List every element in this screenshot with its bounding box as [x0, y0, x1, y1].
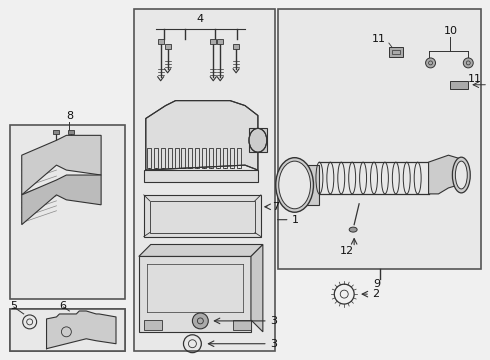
Circle shape	[193, 313, 208, 329]
Polygon shape	[251, 244, 263, 332]
Bar	[278, 9, 481, 269]
Bar	[450, 81, 468, 89]
Bar	[233, 320, 251, 330]
Bar	[217, 39, 223, 44]
Bar	[10, 125, 125, 299]
Polygon shape	[22, 175, 101, 225]
Ellipse shape	[452, 157, 470, 193]
Bar	[210, 39, 216, 44]
Bar	[134, 9, 275, 351]
Text: 3: 3	[270, 339, 277, 349]
Text: 2: 2	[372, 289, 379, 299]
Text: 4: 4	[197, 14, 204, 24]
Polygon shape	[429, 155, 464, 194]
Circle shape	[426, 58, 436, 68]
Ellipse shape	[279, 161, 311, 209]
Polygon shape	[139, 244, 263, 256]
Bar	[158, 39, 164, 44]
Text: 11: 11	[372, 34, 386, 44]
Circle shape	[464, 58, 473, 68]
Bar	[165, 44, 171, 49]
Bar	[144, 195, 261, 237]
Polygon shape	[146, 100, 258, 170]
Text: 5: 5	[10, 301, 17, 311]
Bar	[294, 165, 319, 205]
Text: 10: 10	[443, 26, 457, 36]
Bar	[249, 129, 267, 152]
Text: 1: 1	[292, 215, 298, 225]
Bar	[69, 130, 74, 134]
Bar	[10, 309, 125, 351]
Ellipse shape	[349, 227, 357, 232]
Text: 3: 3	[270, 316, 277, 326]
Text: 11: 11	[468, 74, 482, 84]
Bar	[150, 201, 255, 233]
Polygon shape	[22, 135, 101, 195]
Ellipse shape	[455, 161, 467, 189]
Bar	[389, 47, 403, 57]
Bar	[144, 320, 162, 330]
Bar	[10, 309, 125, 351]
Ellipse shape	[249, 129, 267, 152]
Text: 6: 6	[59, 301, 67, 311]
Text: 8: 8	[66, 111, 73, 121]
Bar	[53, 130, 59, 134]
Text: 9: 9	[373, 279, 381, 289]
Bar	[233, 44, 239, 49]
Text: 12: 12	[340, 247, 354, 256]
Bar	[392, 50, 400, 54]
Polygon shape	[47, 311, 116, 349]
Bar	[139, 256, 251, 332]
Text: 7: 7	[272, 202, 279, 212]
Ellipse shape	[276, 158, 314, 212]
Bar	[144, 170, 258, 182]
